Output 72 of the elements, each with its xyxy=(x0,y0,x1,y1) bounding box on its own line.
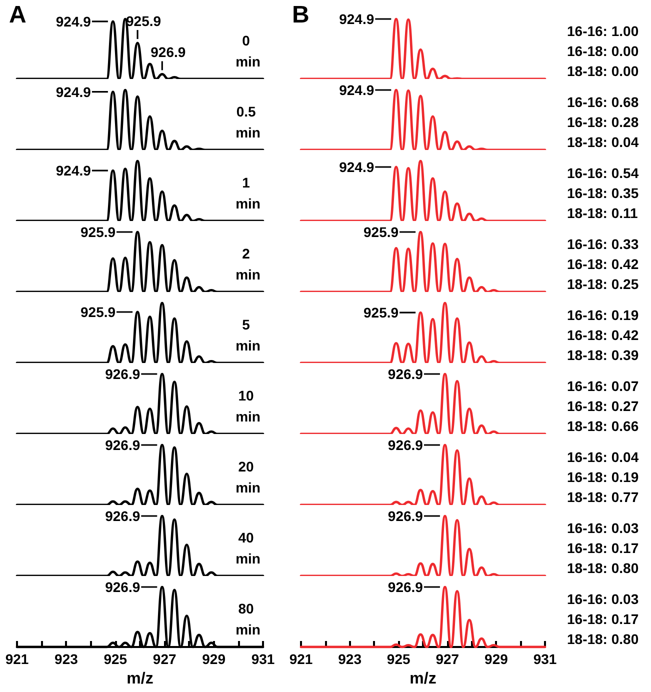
text: 18-18: 0.11 xyxy=(567,205,638,221)
annotation: 926.9 xyxy=(150,44,186,60)
annotation: 924.9 xyxy=(56,84,92,100)
text: 16-16: 0.19 xyxy=(567,307,639,323)
text: 16-16: 0.07 xyxy=(567,378,639,394)
annotation: 925.9 xyxy=(364,224,399,240)
annotation: 20 min xyxy=(236,458,260,496)
x-tick-label: 931 xyxy=(533,651,557,667)
annotation: 926.9 xyxy=(388,366,424,382)
text: 18-18: 0.39 xyxy=(567,347,639,363)
annotation: 924.9 xyxy=(339,159,374,175)
annotation: 2 min xyxy=(236,246,260,282)
annotation: 0.5 min xyxy=(236,104,260,140)
text: 16-18: 0.19 xyxy=(567,469,639,485)
chart-title: A xyxy=(9,2,26,28)
x-tick-label: 923 xyxy=(338,651,362,667)
text: 16-16: 0.54 xyxy=(567,165,639,181)
x-tick-label: 921 xyxy=(289,651,313,667)
annotation: 926.9 xyxy=(105,508,140,524)
text: 16-16: 1.00 xyxy=(567,23,639,39)
annotation: 924.9 xyxy=(56,162,92,179)
text: 16-16: 0.03 xyxy=(567,520,639,536)
annotation: 5 min xyxy=(236,316,260,354)
annotation: 925.9 xyxy=(126,13,162,29)
annotation: 1 min xyxy=(236,174,260,212)
text: 16-16: 0.03 xyxy=(567,591,639,607)
x-tick-label: 921 xyxy=(5,651,29,667)
annotation: 924.9 xyxy=(339,11,374,27)
text: 18-18: 0.66 xyxy=(567,418,639,434)
x-tick-label: 927 xyxy=(152,651,176,667)
text: 18-18: 0.04 xyxy=(567,134,639,150)
annotation: 926.9 xyxy=(388,508,424,524)
text: 16-16: 0.33 xyxy=(567,236,639,252)
text: 18-18: 0.00 xyxy=(567,63,639,79)
x-axis-title: m/z xyxy=(126,670,154,688)
annotation: 926.9 xyxy=(388,579,424,595)
annotation: 926.9 xyxy=(105,579,140,595)
x-tick-label: 925 xyxy=(386,651,410,667)
annotation: 925.9 xyxy=(364,304,399,321)
text: 16-18: 0.00 xyxy=(567,43,639,59)
x-tick-label: 925 xyxy=(104,651,128,667)
annotation: 80 min xyxy=(236,600,260,638)
text: 16-16: 0.68 xyxy=(567,94,639,110)
annotation: 925.9 xyxy=(80,304,116,320)
annotation: 926.9 xyxy=(105,366,140,382)
text: 16-18: 0.28 xyxy=(567,114,639,130)
annotation: 0 min xyxy=(236,32,260,70)
x-axis-title: m/z xyxy=(410,670,436,688)
text: 16-16: 0.04 xyxy=(567,449,639,465)
text: 18-18: 0.80 xyxy=(567,560,639,576)
annotation: 924.9 xyxy=(339,82,374,98)
x-tick-label: 929 xyxy=(202,651,226,667)
annotation: 926.9 xyxy=(105,437,140,453)
text: 16-18: 0.42 xyxy=(567,256,639,272)
x-tick-label: 923 xyxy=(54,651,78,667)
text: 18-18: 0.80 xyxy=(567,631,639,647)
text: 16-18: 0.17 xyxy=(567,611,639,627)
chart-title: B xyxy=(292,2,310,28)
text: 18-18: 0.77 xyxy=(567,489,639,505)
x-tick-label: 931 xyxy=(251,651,275,667)
annotation: 10 min xyxy=(236,388,260,424)
annotation: 925.9 xyxy=(80,224,116,240)
text: 16-18: 0.27 xyxy=(567,398,639,414)
annotation: 40 min xyxy=(236,530,260,566)
text: 16-18: 0.42 xyxy=(567,327,639,343)
x-tick-label: 929 xyxy=(484,651,508,667)
text: 16-18: 0.17 xyxy=(567,540,639,556)
text: 18-18: 0.25 xyxy=(567,276,639,292)
annotation: 926.9 xyxy=(388,437,424,453)
text: 16-18: 0.35 xyxy=(567,185,639,201)
x-tick-label: 927 xyxy=(436,651,460,667)
annotation: 924.9 xyxy=(56,13,92,30)
